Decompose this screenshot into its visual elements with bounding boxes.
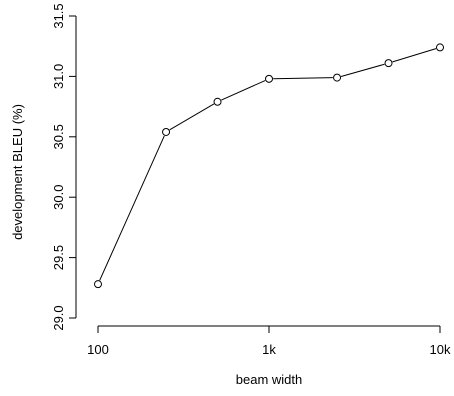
axes: 29.0 29.5 30.0 30.5 31.0 31.5 100 1k 10k xyxy=(51,3,451,357)
series-line-segment xyxy=(392,48,437,63)
y-tick-label: 29.0 xyxy=(51,305,66,330)
x-tick-label: 10k xyxy=(430,342,451,357)
x-tick-label: 1k xyxy=(262,342,276,357)
data-point xyxy=(333,73,342,82)
y-tick-label: 29.5 xyxy=(51,245,66,270)
data-point xyxy=(94,280,102,289)
data-point xyxy=(265,74,273,83)
series-line-segment xyxy=(99,135,165,281)
series-line-segment xyxy=(273,77,333,80)
y-tick-label: 30.5 xyxy=(51,124,66,149)
data-point xyxy=(384,59,393,68)
data-point xyxy=(213,97,222,106)
y-tick-label: 31.5 xyxy=(51,3,66,28)
series-line-segment xyxy=(340,63,385,77)
data-point xyxy=(436,43,444,52)
x-tick-label: 100 xyxy=(87,342,109,357)
x-axis-title: beam width xyxy=(236,372,302,387)
series-line-segment xyxy=(169,103,215,131)
series-layer xyxy=(94,43,444,289)
y-tick-label: 30.0 xyxy=(51,185,66,210)
y-tick-label: 31.0 xyxy=(51,64,66,89)
data-point xyxy=(162,127,171,136)
y-axis-title: development BLEU (%) xyxy=(10,104,25,240)
series-line-segment xyxy=(221,80,266,101)
